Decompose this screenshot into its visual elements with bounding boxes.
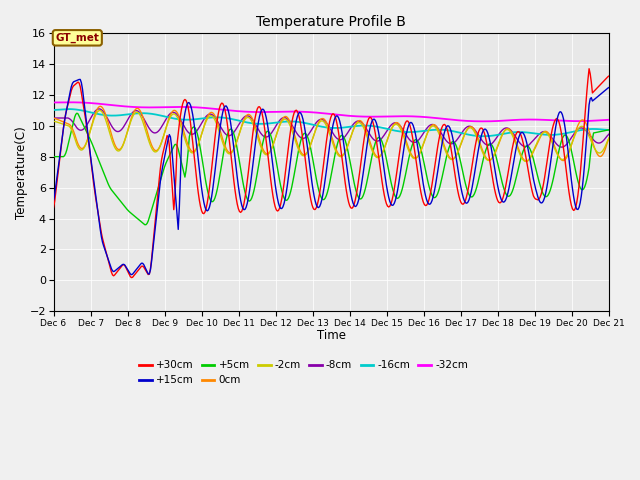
Legend: +30cm, +15cm, +5cm, 0cm, -2cm, -8cm, -16cm, -32cm: +30cm, +15cm, +5cm, 0cm, -2cm, -8cm, -16…	[135, 356, 472, 390]
Title: Temperature Profile B: Temperature Profile B	[257, 15, 406, 29]
Text: GT_met: GT_met	[56, 33, 99, 43]
X-axis label: Time: Time	[317, 329, 346, 342]
Y-axis label: Temperature(C): Temperature(C)	[15, 126, 28, 218]
